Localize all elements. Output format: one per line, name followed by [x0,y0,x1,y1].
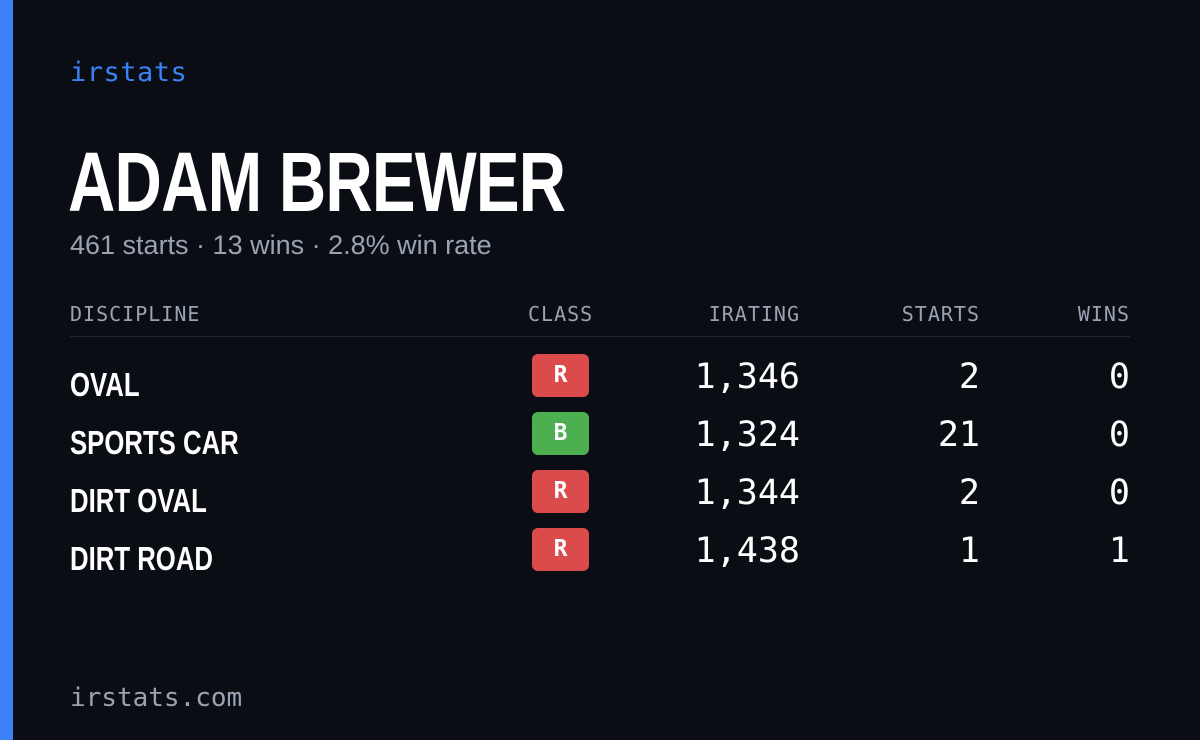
table-row: OVAL R 1,346 2 0 [70,354,1130,412]
row-discipline: OVAL [70,366,140,403]
row-wins: 1 [1108,531,1130,571]
row-irating: 1,438 [694,531,800,571]
accent-bar [0,0,13,740]
class-badge: R [532,470,589,513]
header-wins: WINS [1077,302,1130,326]
row-starts: 2 [958,473,980,513]
row-starts: 2 [958,357,980,397]
row-discipline: DIRT OVAL [70,482,207,519]
header-irating: IRATING [708,302,800,326]
row-discipline: DIRT ROAD [70,540,213,577]
row-irating: 1,344 [694,473,800,513]
class-badge: R [532,354,589,397]
row-wins: 0 [1108,415,1130,455]
row-starts: 1 [958,531,980,571]
discipline-stats-table: DISCIPLINE CLASS IRATING STARTS WINS OVA… [70,298,1130,577]
row-irating: 1,324 [694,415,800,455]
class-badge: R [532,528,589,571]
table-row: DIRT OVAL R 1,344 2 0 [70,470,1130,528]
row-wins: 0 [1108,473,1130,513]
row-discipline: SPORTS CAR [70,424,239,461]
brand-logo-text: irstats [70,57,188,88]
driver-name: ADAM BREWER [68,135,566,229]
header-starts: STARTS [901,302,980,326]
row-irating: 1,346 [694,357,800,397]
row-wins: 0 [1108,357,1130,397]
table-row: SPORTS CAR B 1,324 21 0 [70,412,1130,470]
header-class: CLASS [528,302,594,326]
row-starts: 21 [937,415,980,455]
table-header: DISCIPLINE CLASS IRATING STARTS WINS [70,298,1130,337]
driver-summary: 461 starts · 13 wins · 2.8% win rate [70,230,492,260]
header-discipline: DISCIPLINE [70,302,201,326]
table-row: DIRT ROAD R 1,438 1 1 [70,528,1130,586]
class-badge: B [532,412,589,455]
footer-url: irstats.com [70,683,243,713]
